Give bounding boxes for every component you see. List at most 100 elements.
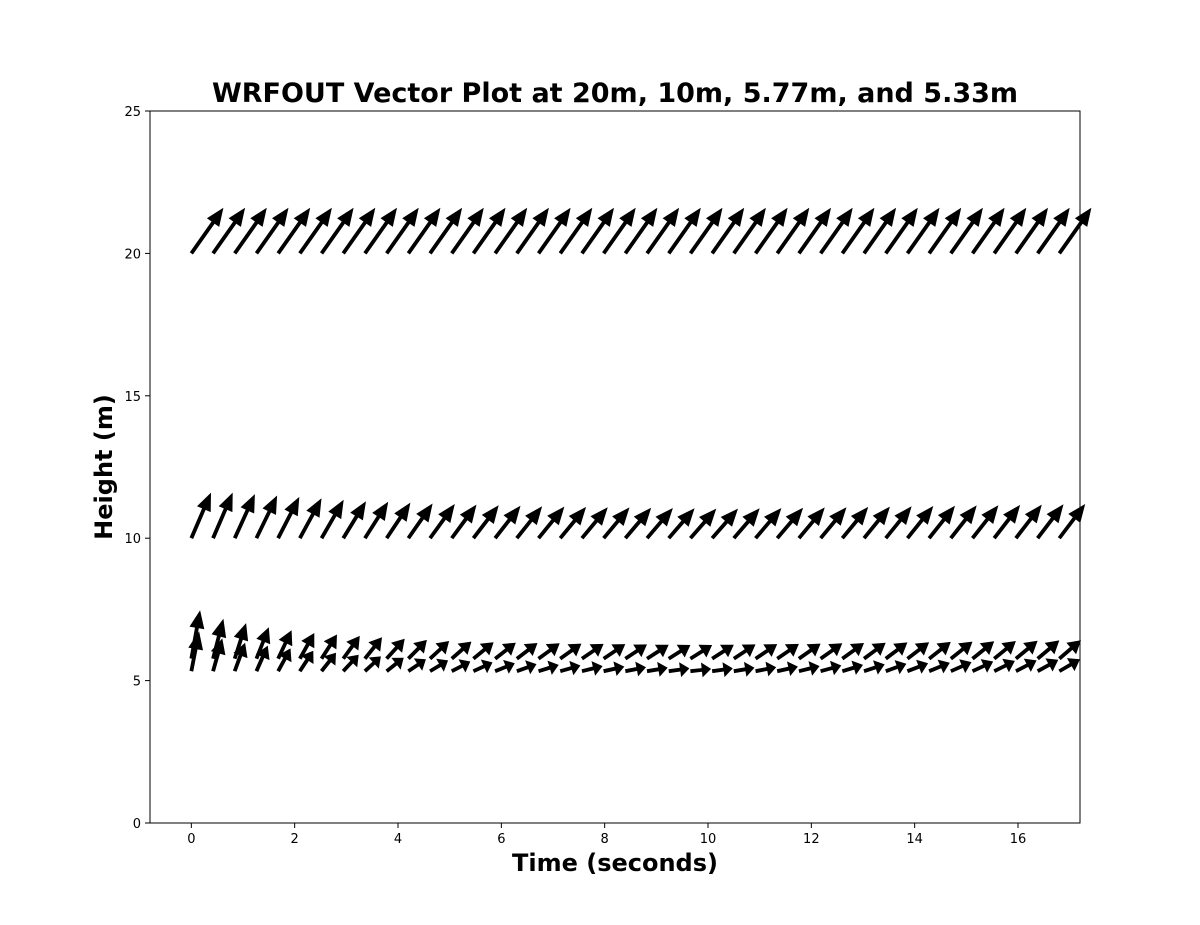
vector-arrow <box>862 207 897 255</box>
vector-arrow <box>537 207 571 255</box>
y-tick-label: 5 <box>133 675 141 690</box>
vector-arrow <box>189 207 224 255</box>
vector-arrow <box>406 207 441 255</box>
vector-arrow <box>732 508 760 540</box>
vector-arrow <box>710 207 745 255</box>
vector-arrow <box>581 661 603 676</box>
vector-arrow <box>341 207 376 255</box>
vector-arrow <box>776 643 799 661</box>
vector-arrow <box>516 660 537 675</box>
vector-arrow <box>580 207 614 255</box>
vector-arrow <box>862 642 886 661</box>
vector-arrow <box>841 643 864 661</box>
vector-arrow <box>1014 207 1048 255</box>
vector-arrow <box>472 642 494 661</box>
vector-arrow <box>515 207 549 255</box>
vector-arrow <box>276 648 292 673</box>
vector-arrow <box>515 643 538 661</box>
tick-group: 0 2 4 6 8 10 12 14 16 0 5 10 15 20 25 <box>124 105 1026 847</box>
x-tick-label: 10 <box>700 832 717 847</box>
vector-arrow <box>1057 207 1092 255</box>
vector-arrow <box>472 659 493 674</box>
vector-arrow <box>580 643 604 661</box>
vector-arrow <box>602 207 636 255</box>
vector-arrow <box>625 661 646 677</box>
x-tick-label: 8 <box>601 832 609 847</box>
vector-arrow <box>863 660 885 675</box>
vector-arrow <box>558 207 593 255</box>
vector-arrow <box>471 505 499 540</box>
vector-arrow <box>797 643 821 661</box>
vector-arrow <box>732 207 766 255</box>
vector-arrow <box>840 207 875 255</box>
y-tick-label: 20 <box>124 247 141 262</box>
y-axis-label: Height (m) <box>90 394 118 540</box>
vector-arrow <box>385 638 405 660</box>
vector-arrow <box>688 207 723 255</box>
vector-arrow <box>884 207 918 255</box>
vector-arrow <box>363 207 397 255</box>
vector-arrow <box>363 637 382 660</box>
vector-arrow <box>189 492 211 539</box>
vector-arrow <box>428 504 455 540</box>
vector-arrow <box>624 644 647 661</box>
vector-arrow <box>276 207 311 255</box>
vector-arrow <box>668 662 690 678</box>
vector-arrow <box>992 207 1027 255</box>
arrow-series-0 <box>189 207 1092 255</box>
vector-arrow <box>211 492 233 539</box>
vector-arrow <box>754 508 782 540</box>
vector-arrow <box>971 641 995 661</box>
vector-arrow <box>689 644 713 661</box>
vector-arrow <box>906 506 934 540</box>
vector-arrow <box>1014 504 1042 540</box>
vector-arrow <box>188 631 203 672</box>
vector-arrow <box>254 207 289 255</box>
y-tick-label: 0 <box>133 817 141 832</box>
vector-arrow <box>319 499 344 540</box>
vector-arrow <box>493 207 528 255</box>
chart-title: WRFOUT Vector Plot at 20m, 10m, 5.77m, a… <box>212 78 1018 109</box>
vector-arrow <box>450 207 484 255</box>
vector-arrow <box>993 658 1015 673</box>
vector-arrow <box>211 207 246 255</box>
vector-arrow <box>754 207 788 255</box>
vector-arrow <box>1036 640 1060 661</box>
vector-arrow <box>667 207 701 255</box>
arrow-series-2 <box>189 610 1081 661</box>
vector-arrow <box>840 506 869 540</box>
vector-arrow <box>298 650 314 673</box>
vector-arrow <box>494 642 516 661</box>
vector-arrow <box>820 660 842 676</box>
vector-arrow <box>406 503 433 540</box>
arrow-series-3 <box>188 631 1080 678</box>
vector-arrow <box>1036 207 1070 255</box>
vector-arrow <box>733 661 755 677</box>
vector-arrow <box>711 662 733 678</box>
vector-arrow <box>841 660 863 675</box>
vector-arrow <box>233 494 255 539</box>
vector-arrow <box>689 508 717 540</box>
vector-arrow <box>623 207 658 255</box>
vector-arrow <box>905 207 940 255</box>
x-tick-label: 6 <box>497 832 505 847</box>
vector-arrow <box>320 652 336 673</box>
vector-arrow <box>385 207 419 255</box>
vector-arrow <box>646 661 668 677</box>
vector-arrow <box>949 641 973 661</box>
vector-arrow <box>927 207 962 255</box>
vector-arrow <box>494 659 515 674</box>
vector-arrow <box>232 642 248 672</box>
vector-arrow <box>558 506 587 540</box>
x-tick-label: 0 <box>187 832 195 847</box>
vector-arrow <box>667 508 695 540</box>
arrow-group <box>188 207 1092 678</box>
vector-arrow <box>775 507 804 540</box>
vector-arrow <box>819 507 847 540</box>
vector-arrow <box>819 643 843 661</box>
y-tick-label: 25 <box>124 105 141 120</box>
vector-arrow <box>319 634 337 660</box>
vector-arrow <box>732 644 756 661</box>
vector-arrow <box>341 501 366 540</box>
vector-arrow <box>755 661 777 677</box>
